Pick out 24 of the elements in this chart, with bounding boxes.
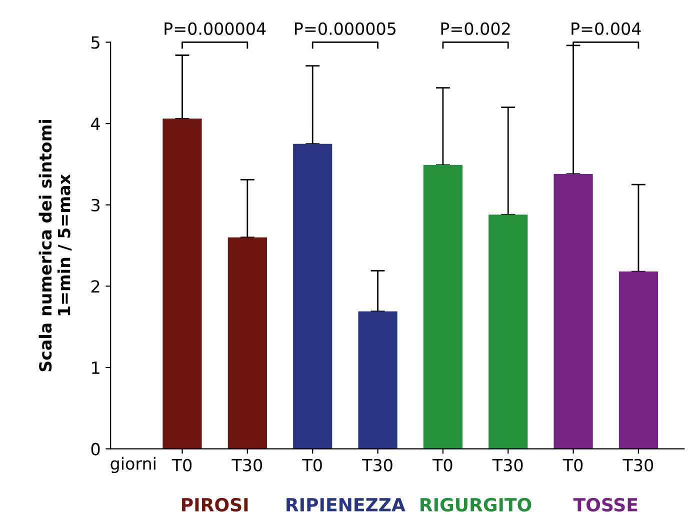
text: RIGURGITO [420, 498, 532, 512]
y-axis-title: Scala numerica dei sintomi 1=min / 5=max [38, 120, 72, 372]
text: P=0.000004 [164, 22, 266, 35]
y-tick-label: 2 [91, 280, 100, 293]
text: PIROSI [182, 498, 248, 512]
x-tick-label: T0 [432, 458, 452, 472]
text: RIPIENEZZA [286, 498, 406, 512]
y-tick-label: 4 [91, 118, 100, 130]
y-tick-label: 5 [92, 36, 100, 49]
x-tick-label: T30 [622, 458, 654, 472]
x-axis-title: giorni [110, 456, 156, 474]
text: P=0.000005 [295, 22, 396, 35]
text: P=0.004 [572, 22, 641, 35]
x-tick-label: T30 [232, 458, 262, 472]
y-tick-label: 1 [92, 362, 100, 374]
text: TOSSE [573, 498, 638, 512]
x-tick-label: T0 [302, 458, 322, 472]
x-tick-label: T0 [172, 458, 192, 472]
x-tick-label: T30 [362, 458, 392, 472]
y-tick-label: 3 [92, 198, 100, 212]
y-tick-label: 0 [91, 442, 100, 456]
text: P=0.002 [441, 22, 510, 35]
x-tick-label: T30 [492, 458, 523, 472]
x-tick-label: T0 [562, 458, 583, 472]
